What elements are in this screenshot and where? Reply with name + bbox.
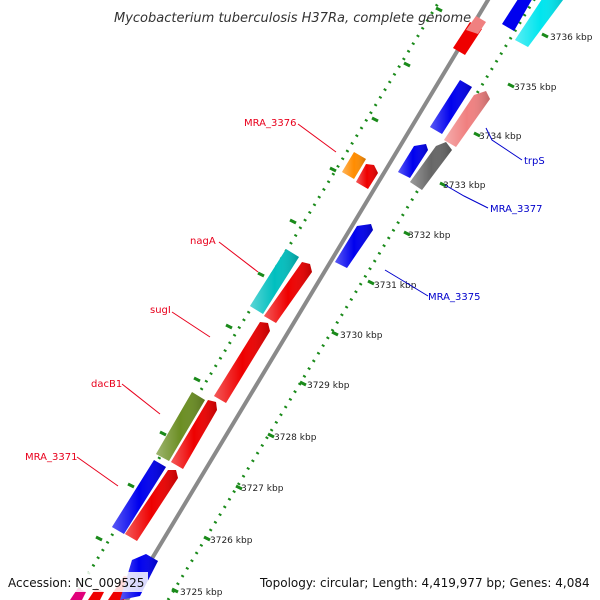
gene-feature <box>214 322 270 403</box>
tick-label: 3725 kbp <box>180 588 223 598</box>
topology-text: Topology: circular; Length: 4,419,977 bp… <box>259 576 590 590</box>
outer-major-ticks <box>95 6 443 542</box>
gene-label-mra-3371: MRA_3371 <box>25 452 77 463</box>
gene-feature <box>430 80 472 134</box>
tick-label: 3731 kbp <box>374 281 417 291</box>
gene-label-sugi: sugI <box>150 305 171 316</box>
gene-feature <box>156 392 205 461</box>
gene-label-mra-3377: MRA_3377 <box>490 204 542 215</box>
accession-text: Accession: NC_009525 <box>8 576 144 590</box>
outer-dotted-track <box>70 0 442 600</box>
gene-feature <box>250 249 299 314</box>
gene-label-trps: trpS <box>524 156 545 167</box>
inner-dotted-track <box>166 0 536 600</box>
tick-label: 3734 kbp <box>479 132 522 142</box>
gene-feature <box>444 91 490 147</box>
gene-feature <box>398 144 428 178</box>
gene-feature <box>171 400 217 469</box>
gene-feature <box>466 16 486 34</box>
gene-feature <box>502 0 532 31</box>
tick-label: 3736 kbp <box>550 33 593 43</box>
tick-label: 3730 kbp <box>340 331 383 341</box>
tick-label: 3728 kbp <box>274 433 317 443</box>
gene-label-mra-3376: MRA_3376 <box>244 118 296 129</box>
tick-label: 3729 kbp <box>307 381 350 391</box>
gene-label-mra-3375: MRA_3375 <box>428 292 480 303</box>
gene-feature <box>356 164 378 189</box>
inner-major-ticks <box>171 32 549 594</box>
reverse-label-leaders <box>384 127 523 297</box>
forward-label-leaders <box>76 123 337 487</box>
gene-feature <box>125 470 178 541</box>
gene-label-naga: nagA <box>190 236 216 247</box>
gene-label-dacb1: dacB1 <box>91 379 122 390</box>
gene-feature <box>515 0 564 47</box>
gene-feature <box>410 142 452 190</box>
tick-label: 3726 kbp <box>210 536 253 546</box>
gene-feature <box>335 224 373 268</box>
accession-backdrop <box>4 572 148 592</box>
map-title: Mycobacterium tuberculosis H37Ra, comple… <box>114 11 471 26</box>
tick-label: 3732 kbp <box>408 231 451 241</box>
gene-feature <box>264 262 312 323</box>
tick-label: 3733 kbp <box>443 181 486 191</box>
gene-feature <box>112 460 166 534</box>
tick-labels: 3725 kbp 3726 kbp 3727 kbp 3728 kbp 3729… <box>180 33 593 598</box>
gene-feature <box>342 152 366 179</box>
backbone <box>124 0 491 600</box>
tick-label: 3727 kbp <box>241 484 284 494</box>
topology-backdrop <box>256 572 596 592</box>
tick-label: 3735 kbp <box>514 83 557 93</box>
